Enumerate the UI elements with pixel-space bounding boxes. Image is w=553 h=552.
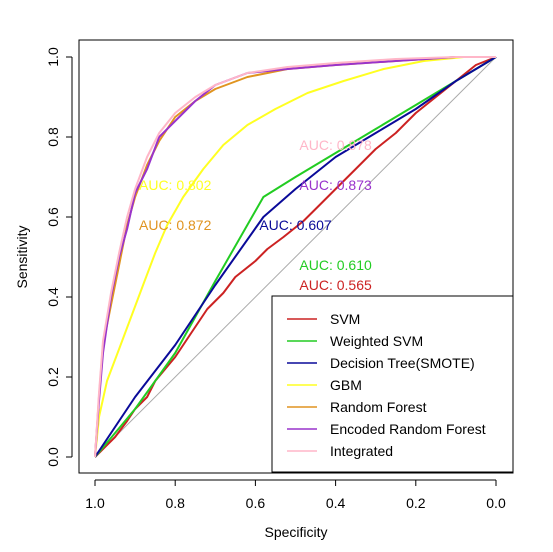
legend-label: Weighted SVM [330, 333, 423, 349]
roc-series-layer [94, 56, 497, 458]
y-tick-label: 0.4 [45, 287, 61, 307]
legend-box [271, 295, 514, 473]
reference-line-layer [94, 56, 497, 458]
auc-label-layer: AUC: 0.565 AUC: 0.610 AUC: 0.607 AUC: 0.802… [139, 137, 372, 293]
roc-curve-weighted-svm [94, 56, 497, 458]
auc-label: AUC: 0.872 [139, 217, 212, 233]
x-tick-label: 0.0 [486, 495, 506, 511]
auc-label: AUC: 0.607 [259, 217, 332, 233]
y-tick-label: 0.6 [45, 207, 61, 227]
legend-label: Encoded Random Forest [330, 421, 486, 437]
auc-label: AUC: 0.565 [299, 277, 372, 293]
legend-label: SVM [330, 311, 360, 327]
y-tick-label: 0.2 [45, 367, 61, 387]
x-tick-label: 1.0 [85, 495, 105, 511]
reference-diagonal [94, 56, 497, 458]
y-tick-label: 0.0 [45, 447, 61, 467]
y-tick-label: 1.0 [45, 47, 61, 67]
legend-label: Decision Tree(SMOTE) [330, 355, 475, 371]
legend-label: Integrated [330, 443, 393, 459]
x-tick-label: 0.8 [165, 495, 185, 511]
roc-curve-gbm [94, 56, 496, 458]
x-tick-label: 0.2 [406, 495, 426, 511]
roc-curve-decision-tree-smote [94, 56, 497, 458]
auc-label: AUC: 0.878 [299, 137, 372, 153]
plot-frame [78, 39, 514, 474]
legend: SVM Weighted SVM Decision Tree(SMOTE) GBM Ra… [271, 295, 514, 473]
roc-curve-integrated [94, 56, 496, 458]
x-tick-label: 0.6 [246, 495, 266, 511]
y-axis-title: Sensitivity [14, 225, 30, 288]
auc-label: AUC: 0.802 [139, 177, 212, 193]
legend-label: Random Forest [330, 399, 427, 415]
auc-label: AUC: 0.873 [299, 177, 372, 193]
legend-label: GBM [330, 377, 362, 393]
auc-label: AUC: 0.610 [299, 257, 372, 273]
x-axis-title: Specificity [264, 524, 327, 540]
axes-layer: 1.0 0.8 0.6 0.4 0.2 0.0 0.0 0.2 0.4 0.6 0.8 1.0 [45, 47, 506, 511]
x-tick-label: 0.4 [326, 495, 346, 511]
y-tick-label: 0.8 [45, 127, 61, 147]
